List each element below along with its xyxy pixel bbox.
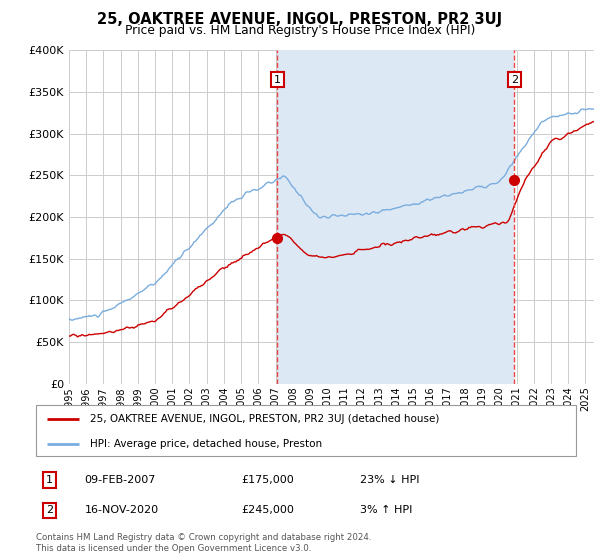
Text: 25, OAKTREE AVENUE, INGOL, PRESTON, PR2 3UJ (detached house): 25, OAKTREE AVENUE, INGOL, PRESTON, PR2 … (90, 414, 439, 424)
Text: HPI: Average price, detached house, Preston: HPI: Average price, detached house, Pres… (90, 438, 322, 449)
Bar (277, 50, 514, 384)
Text: 2: 2 (46, 505, 53, 515)
Text: 16-NOV-2020: 16-NOV-2020 (85, 505, 159, 515)
Text: £245,000: £245,000 (241, 505, 294, 515)
Text: 25, OAKTREE AVENUE, INGOL, PRESTON, PR2 3UJ: 25, OAKTREE AVENUE, INGOL, PRESTON, PR2 … (97, 12, 503, 27)
Text: Price paid vs. HM Land Registry's House Price Index (HPI): Price paid vs. HM Land Registry's House … (125, 24, 475, 37)
Text: 1: 1 (46, 475, 53, 485)
Text: 2: 2 (511, 74, 518, 85)
Text: 09-FEB-2007: 09-FEB-2007 (85, 475, 156, 485)
Text: Contains HM Land Registry data © Crown copyright and database right 2024.
This d: Contains HM Land Registry data © Crown c… (36, 533, 371, 553)
Text: 23% ↓ HPI: 23% ↓ HPI (360, 475, 419, 485)
Text: £175,000: £175,000 (241, 475, 294, 485)
Text: 1: 1 (274, 74, 281, 85)
Text: 3% ↑ HPI: 3% ↑ HPI (360, 505, 412, 515)
